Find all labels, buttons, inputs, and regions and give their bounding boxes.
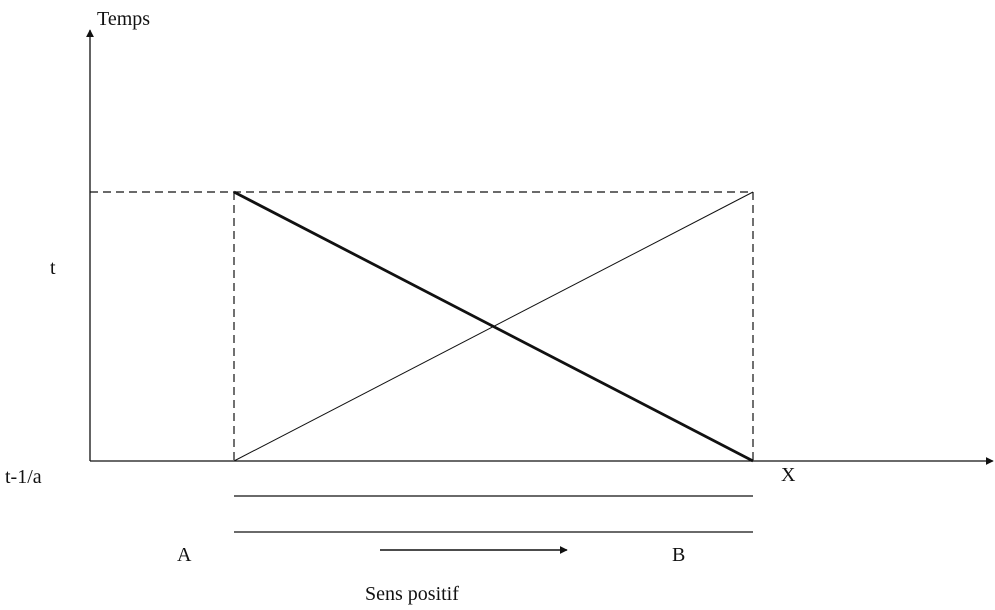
direction-label: Sens positif <box>365 583 459 605</box>
tick-label-t-minus-1-over-a: t-1/a <box>5 466 42 488</box>
x-axis-label: X <box>781 464 796 486</box>
tick-label-t: t <box>50 257 56 279</box>
point-label-a: A <box>177 544 192 566</box>
time-axis-label: Temps <box>97 8 151 30</box>
thin-diagonal <box>233 191 754 462</box>
point-label-b: B <box>672 544 686 566</box>
